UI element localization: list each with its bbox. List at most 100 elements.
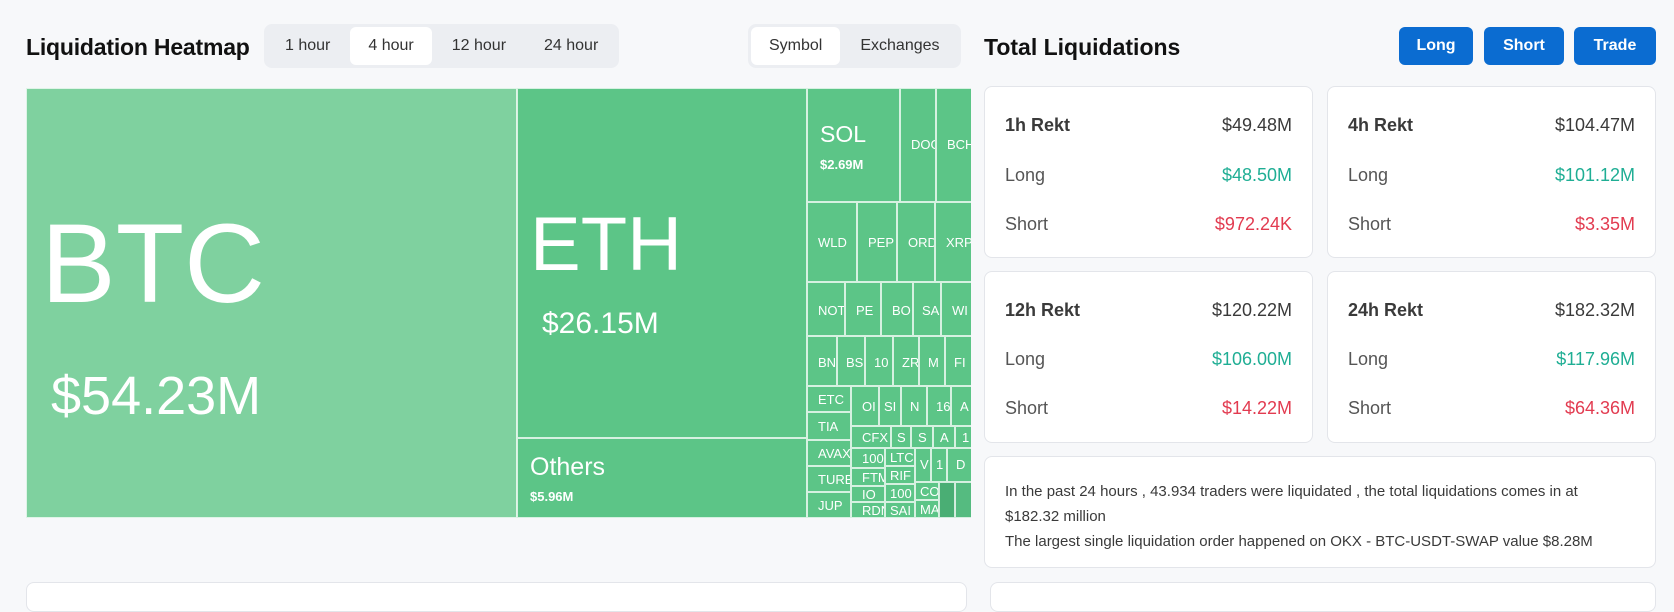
tile-16-symbol: 16: [936, 399, 951, 414]
tile-bch[interactable]: BCH: [936, 88, 971, 202]
rekt-long-label: Long: [1005, 165, 1046, 185]
rekt-long-value: $101.12M: [1554, 165, 1635, 185]
tile-sol-symbol: SOL: [820, 121, 867, 147]
time-option-12h[interactable]: 12 hour: [451, 37, 507, 54]
short-button[interactable]: Short: [1484, 27, 1564, 65]
tile-ftm-symbol: FTM: [862, 470, 884, 485]
tile-s2[interactable]: S: [891, 426, 911, 448]
tile-wld[interactable]: WLD: [807, 202, 857, 282]
tile-jup[interactable]: JUP: [807, 492, 851, 518]
tile-sa[interactable]: SA: [913, 282, 941, 336]
long-button[interactable]: Long: [1399, 27, 1473, 65]
tile-sai-symbol: SAI: [890, 503, 911, 518]
tile-turbo[interactable]: TURB: [807, 466, 851, 492]
rekt-long-label: Long: [1005, 349, 1046, 369]
tile-s2-symbol: S: [897, 430, 906, 445]
rekt-card-1h: 1h Rekt $49.48M Long $48.50M Short $972.…: [984, 86, 1313, 258]
tile-1a-symbol: 1: [962, 430, 970, 445]
tile-a-symbol: A: [960, 399, 969, 414]
view-option-exchanges[interactable]: Exchanges: [860, 37, 940, 54]
tile-btc-symbol: BTC: [41, 201, 265, 326]
tile-others[interactable]: Others $5.96M: [517, 438, 807, 518]
rekt-total: $49.48M: [1221, 115, 1292, 135]
tile-1a[interactable]: 1: [955, 426, 971, 448]
tile-etc[interactable]: ETC: [807, 386, 851, 412]
tile-a[interactable]: A: [951, 386, 971, 426]
tile-1b[interactable]: 1: [931, 448, 947, 482]
tile-pepe[interactable]: PEP: [857, 202, 897, 282]
tile-zr[interactable]: ZR: [893, 336, 919, 386]
tile-wld-symbol: WLD: [818, 235, 847, 250]
tile-10[interactable]: 10: [865, 336, 893, 386]
tile-sa-symbol: SA: [922, 303, 940, 318]
tile-rdn[interactable]: RDN: [851, 502, 885, 518]
rekt-period: 1h Rekt: [1005, 115, 1071, 135]
time-option-24h[interactable]: 24 hour: [544, 37, 599, 54]
tile-d-symbol: D: [956, 457, 966, 472]
tile-not[interactable]: NOT: [807, 282, 845, 336]
tile-eth[interactable]: ETH $26.15M: [517, 88, 807, 438]
tile-wi[interactable]: WI: [941, 282, 971, 336]
time-option-1h[interactable]: 1 hour: [285, 37, 331, 54]
tile-sai[interactable]: SAI: [885, 502, 915, 518]
tile-100b[interactable]: 100: [885, 484, 915, 502]
tile-rdn-symbol: RDN: [862, 503, 884, 518]
tile-btc-value: $54.23M: [51, 366, 262, 426]
tile-bs[interactable]: BS: [837, 336, 865, 386]
tile-xrp[interactable]: XRP: [935, 202, 971, 282]
tile-tia[interactable]: TIA: [807, 412, 851, 440]
tile-n[interactable]: N: [901, 386, 927, 426]
tile-100[interactable]: 100: [851, 448, 885, 468]
tile-pe[interactable]: PE: [845, 282, 881, 336]
rekt-short-label: Short: [1348, 398, 1392, 418]
tile-co[interactable]: CO: [915, 482, 939, 500]
tile-16[interactable]: 16: [927, 386, 951, 426]
tile-dark[interactable]: [939, 482, 955, 518]
rekt-period: 12h Rekt: [1005, 300, 1081, 320]
tile-d[interactable]: D: [947, 448, 971, 482]
rekt-short-label: Short: [1005, 398, 1049, 418]
tile-v[interactable]: V: [915, 448, 931, 482]
tile-m-symbol: M: [928, 355, 939, 370]
tile-ordi[interactable]: ORD: [897, 202, 935, 282]
tile-io[interactable]: IO: [851, 486, 885, 502]
rekt-short-value: $972.24K: [1214, 214, 1292, 234]
tile-zr-symbol: ZR: [902, 355, 919, 370]
tile-cfx[interactable]: CFX: [851, 426, 891, 448]
view-selector: Symbol Exchanges: [748, 24, 961, 68]
tile-rif[interactable]: RIF: [885, 466, 915, 484]
bottom-panel-right: [990, 582, 1656, 612]
tile-m[interactable]: M: [919, 336, 945, 386]
rekt-total: $104.47M: [1554, 115, 1635, 135]
tile-ltc[interactable]: LTC: [885, 448, 915, 466]
tile-n-symbol: N: [910, 399, 920, 414]
tile-si[interactable]: SI: [879, 386, 901, 426]
tile-others-symbol: Others: [530, 453, 606, 481]
tile-10-symbol: 10: [874, 355, 889, 370]
tile-turbo-symbol: TURB: [818, 472, 851, 487]
tile-bo-symbol: BO: [892, 303, 911, 318]
trade-button[interactable]: Trade: [1574, 27, 1656, 65]
time-option-4h[interactable]: 4 hour: [350, 27, 432, 65]
tile-sol[interactable]: SOL $2.69M: [807, 88, 900, 202]
tile-dark2[interactable]: [955, 482, 971, 518]
tile-s3[interactable]: S: [911, 426, 933, 448]
tile-a2-symbol: A: [940, 430, 949, 445]
tile-a2[interactable]: A: [933, 426, 955, 448]
tile-ma[interactable]: MA: [915, 500, 939, 518]
tile-jup-symbol: JUP: [818, 498, 843, 513]
rekt-short-label: Short: [1348, 214, 1392, 234]
tile-ftm[interactable]: FTM: [851, 468, 885, 486]
view-option-symbol[interactable]: Symbol: [751, 27, 841, 65]
tile-avax[interactable]: AVAX: [807, 440, 851, 466]
tile-bn[interactable]: BN: [807, 336, 837, 386]
tile-fi[interactable]: FI: [945, 336, 971, 386]
tile-btc[interactable]: BTC $54.23M: [26, 88, 517, 518]
tile-bo[interactable]: BO: [881, 282, 913, 336]
tile-si-symbol: SI: [884, 399, 897, 414]
tile-oi[interactable]: OI: [851, 386, 879, 426]
rekt-short-value: $14.22M: [1221, 398, 1292, 418]
tile-doge[interactable]: DOG: [900, 88, 936, 202]
tile-avax-symbol: AVAX: [818, 446, 851, 461]
tile-ordi-symbol: ORD: [908, 235, 935, 250]
